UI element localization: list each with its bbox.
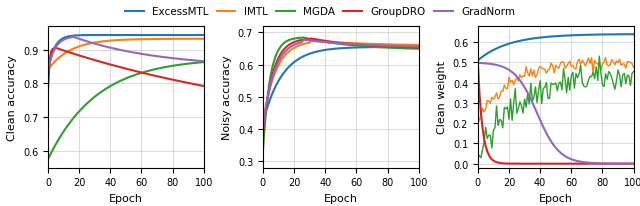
X-axis label: Epoch: Epoch bbox=[324, 193, 358, 203]
X-axis label: Epoch: Epoch bbox=[539, 193, 573, 203]
Legend: ExcessMTL, IMTL, MGDA, GroupDRO, GradNorm: ExcessMTL, IMTL, MGDA, GroupDRO, GradNor… bbox=[121, 3, 519, 21]
X-axis label: Epoch: Epoch bbox=[109, 193, 143, 203]
Y-axis label: Clean weight: Clean weight bbox=[437, 61, 447, 134]
Y-axis label: Clean accuracy: Clean accuracy bbox=[7, 55, 17, 140]
Y-axis label: Noisy accuracy: Noisy accuracy bbox=[222, 55, 232, 139]
